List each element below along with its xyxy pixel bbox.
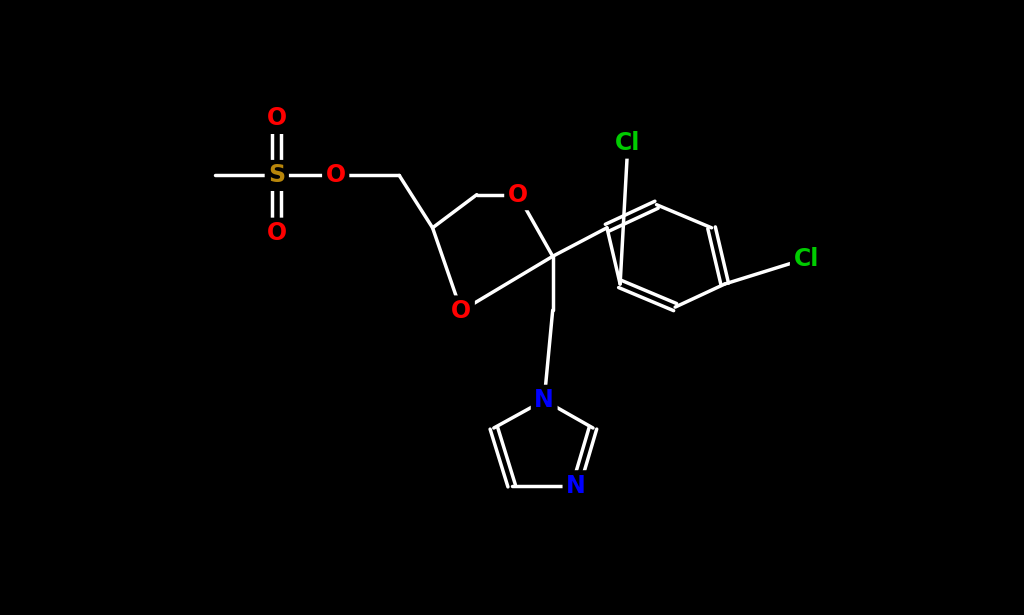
Text: S: S [268,164,286,188]
Text: O: O [452,299,471,323]
Text: O: O [266,106,287,130]
Text: N: N [566,474,586,498]
Text: Cl: Cl [615,131,641,155]
Text: O: O [266,221,287,245]
Text: O: O [508,183,528,207]
Text: N: N [535,388,554,412]
Text: O: O [326,164,346,188]
Text: Cl: Cl [794,247,819,271]
